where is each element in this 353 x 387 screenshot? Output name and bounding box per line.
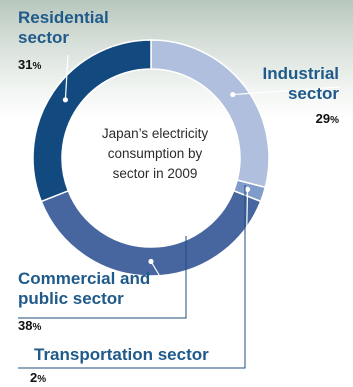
industrial-label: Industrial sector (262, 64, 339, 104)
center-line-2: consumption by (107, 146, 203, 161)
industrial-percent: 29% (315, 111, 339, 126)
slice-residential-sector (32, 39, 152, 203)
residential-label-line-2: sector (18, 28, 70, 47)
transportation-percent: 2% (30, 370, 47, 385)
commercial-percent: 38% (18, 318, 42, 333)
commercial-label-line-2: public sector (18, 289, 124, 308)
leader-dot-2 (148, 258, 154, 265)
residential-label: Residential sector (18, 8, 109, 48)
leader-dot-1 (244, 186, 251, 192)
center-line-1: Japan’s electricity (101, 126, 209, 141)
leader-line-0 (232, 86, 341, 96)
leader-dot-0 (230, 91, 236, 98)
industrial-label-line-1: Industrial (262, 64, 339, 83)
residential-percent: 31% (18, 57, 42, 72)
center-line-3: sector in 2009 (112, 166, 198, 181)
leader-line-3 (64, 54, 69, 100)
label-connector-0 (18, 236, 187, 319)
commercial-label-line-1: Commercial and (18, 269, 151, 288)
label-connector-1 (18, 185, 246, 369)
transportation-label: Transportation sector (34, 345, 209, 364)
leader-dot-3 (62, 97, 68, 103)
chart-center-title: Japan’s electricity consumption by secto… (80, 124, 230, 184)
residential-label-line-1: Residential (18, 8, 109, 27)
commercial-label: Commercial and public sector (18, 269, 150, 309)
industrial-label-line-2: sector (287, 84, 339, 103)
